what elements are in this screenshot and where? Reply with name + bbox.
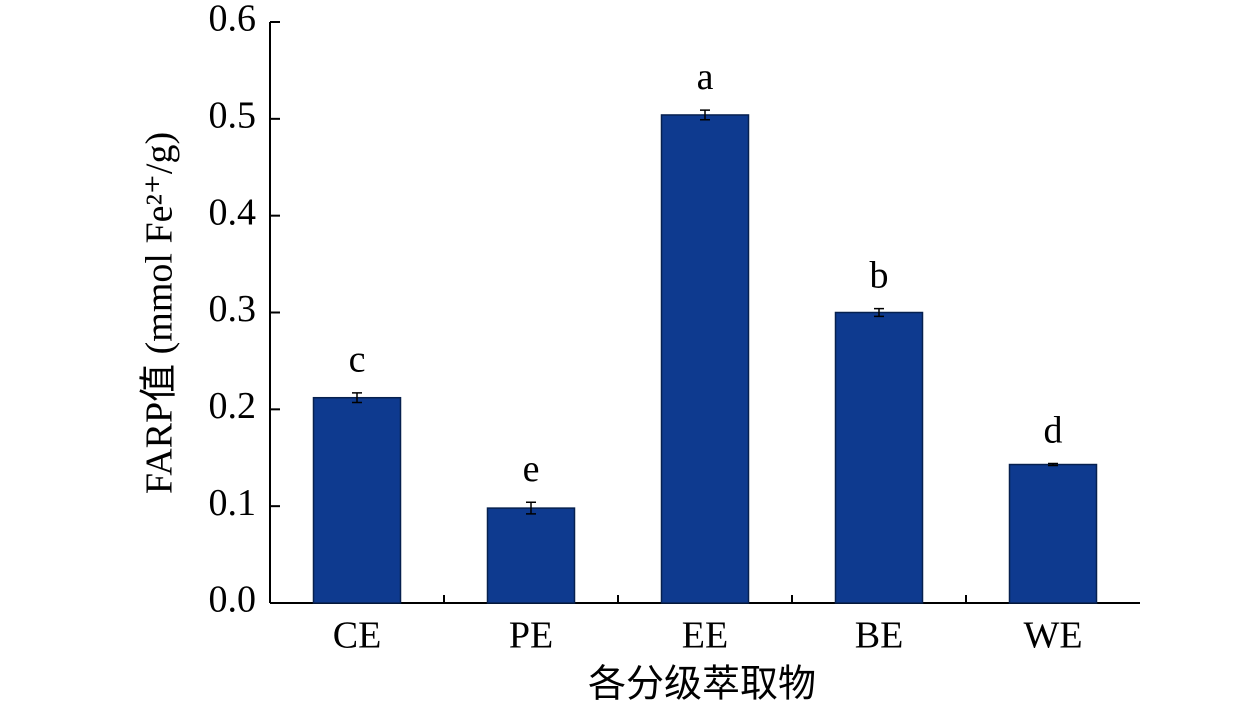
significance-label: d <box>1044 409 1063 451</box>
error-bar <box>874 307 884 318</box>
x-tick-label: WE <box>1023 615 1082 657</box>
significance-label: c <box>349 339 366 381</box>
error-bar <box>700 109 710 121</box>
x-tick-label: EE <box>682 615 728 657</box>
x-tick-label: PE <box>509 615 553 657</box>
y-tick-label: 0.0 <box>209 579 257 621</box>
error-bar <box>1048 462 1058 467</box>
bar <box>486 507 576 604</box>
y-tick-label: 0.6 <box>209 0 257 40</box>
y-tick-label: 0.5 <box>209 95 257 137</box>
y-tick-label: 0.1 <box>209 482 257 524</box>
y-tick-label: 0.3 <box>209 288 257 330</box>
error-bar <box>526 501 536 515</box>
significance-label: a <box>697 56 714 98</box>
x-axis-label: 各分级萃取物 <box>588 664 816 706</box>
y-tick-label: 0.4 <box>209 191 257 233</box>
bar <box>312 396 402 604</box>
x-tick-label: BE <box>855 615 904 657</box>
significance-label: e <box>523 448 540 490</box>
bar <box>834 311 924 604</box>
bar <box>660 114 750 604</box>
x-tick-label: CE <box>333 615 382 657</box>
y-axis-label: FARP值 (mmol Fe²⁺/g) <box>139 132 181 494</box>
error-bar <box>352 392 362 404</box>
bar <box>1008 463 1098 604</box>
y-tick-label: 0.2 <box>209 385 257 427</box>
significance-label: b <box>870 254 889 296</box>
